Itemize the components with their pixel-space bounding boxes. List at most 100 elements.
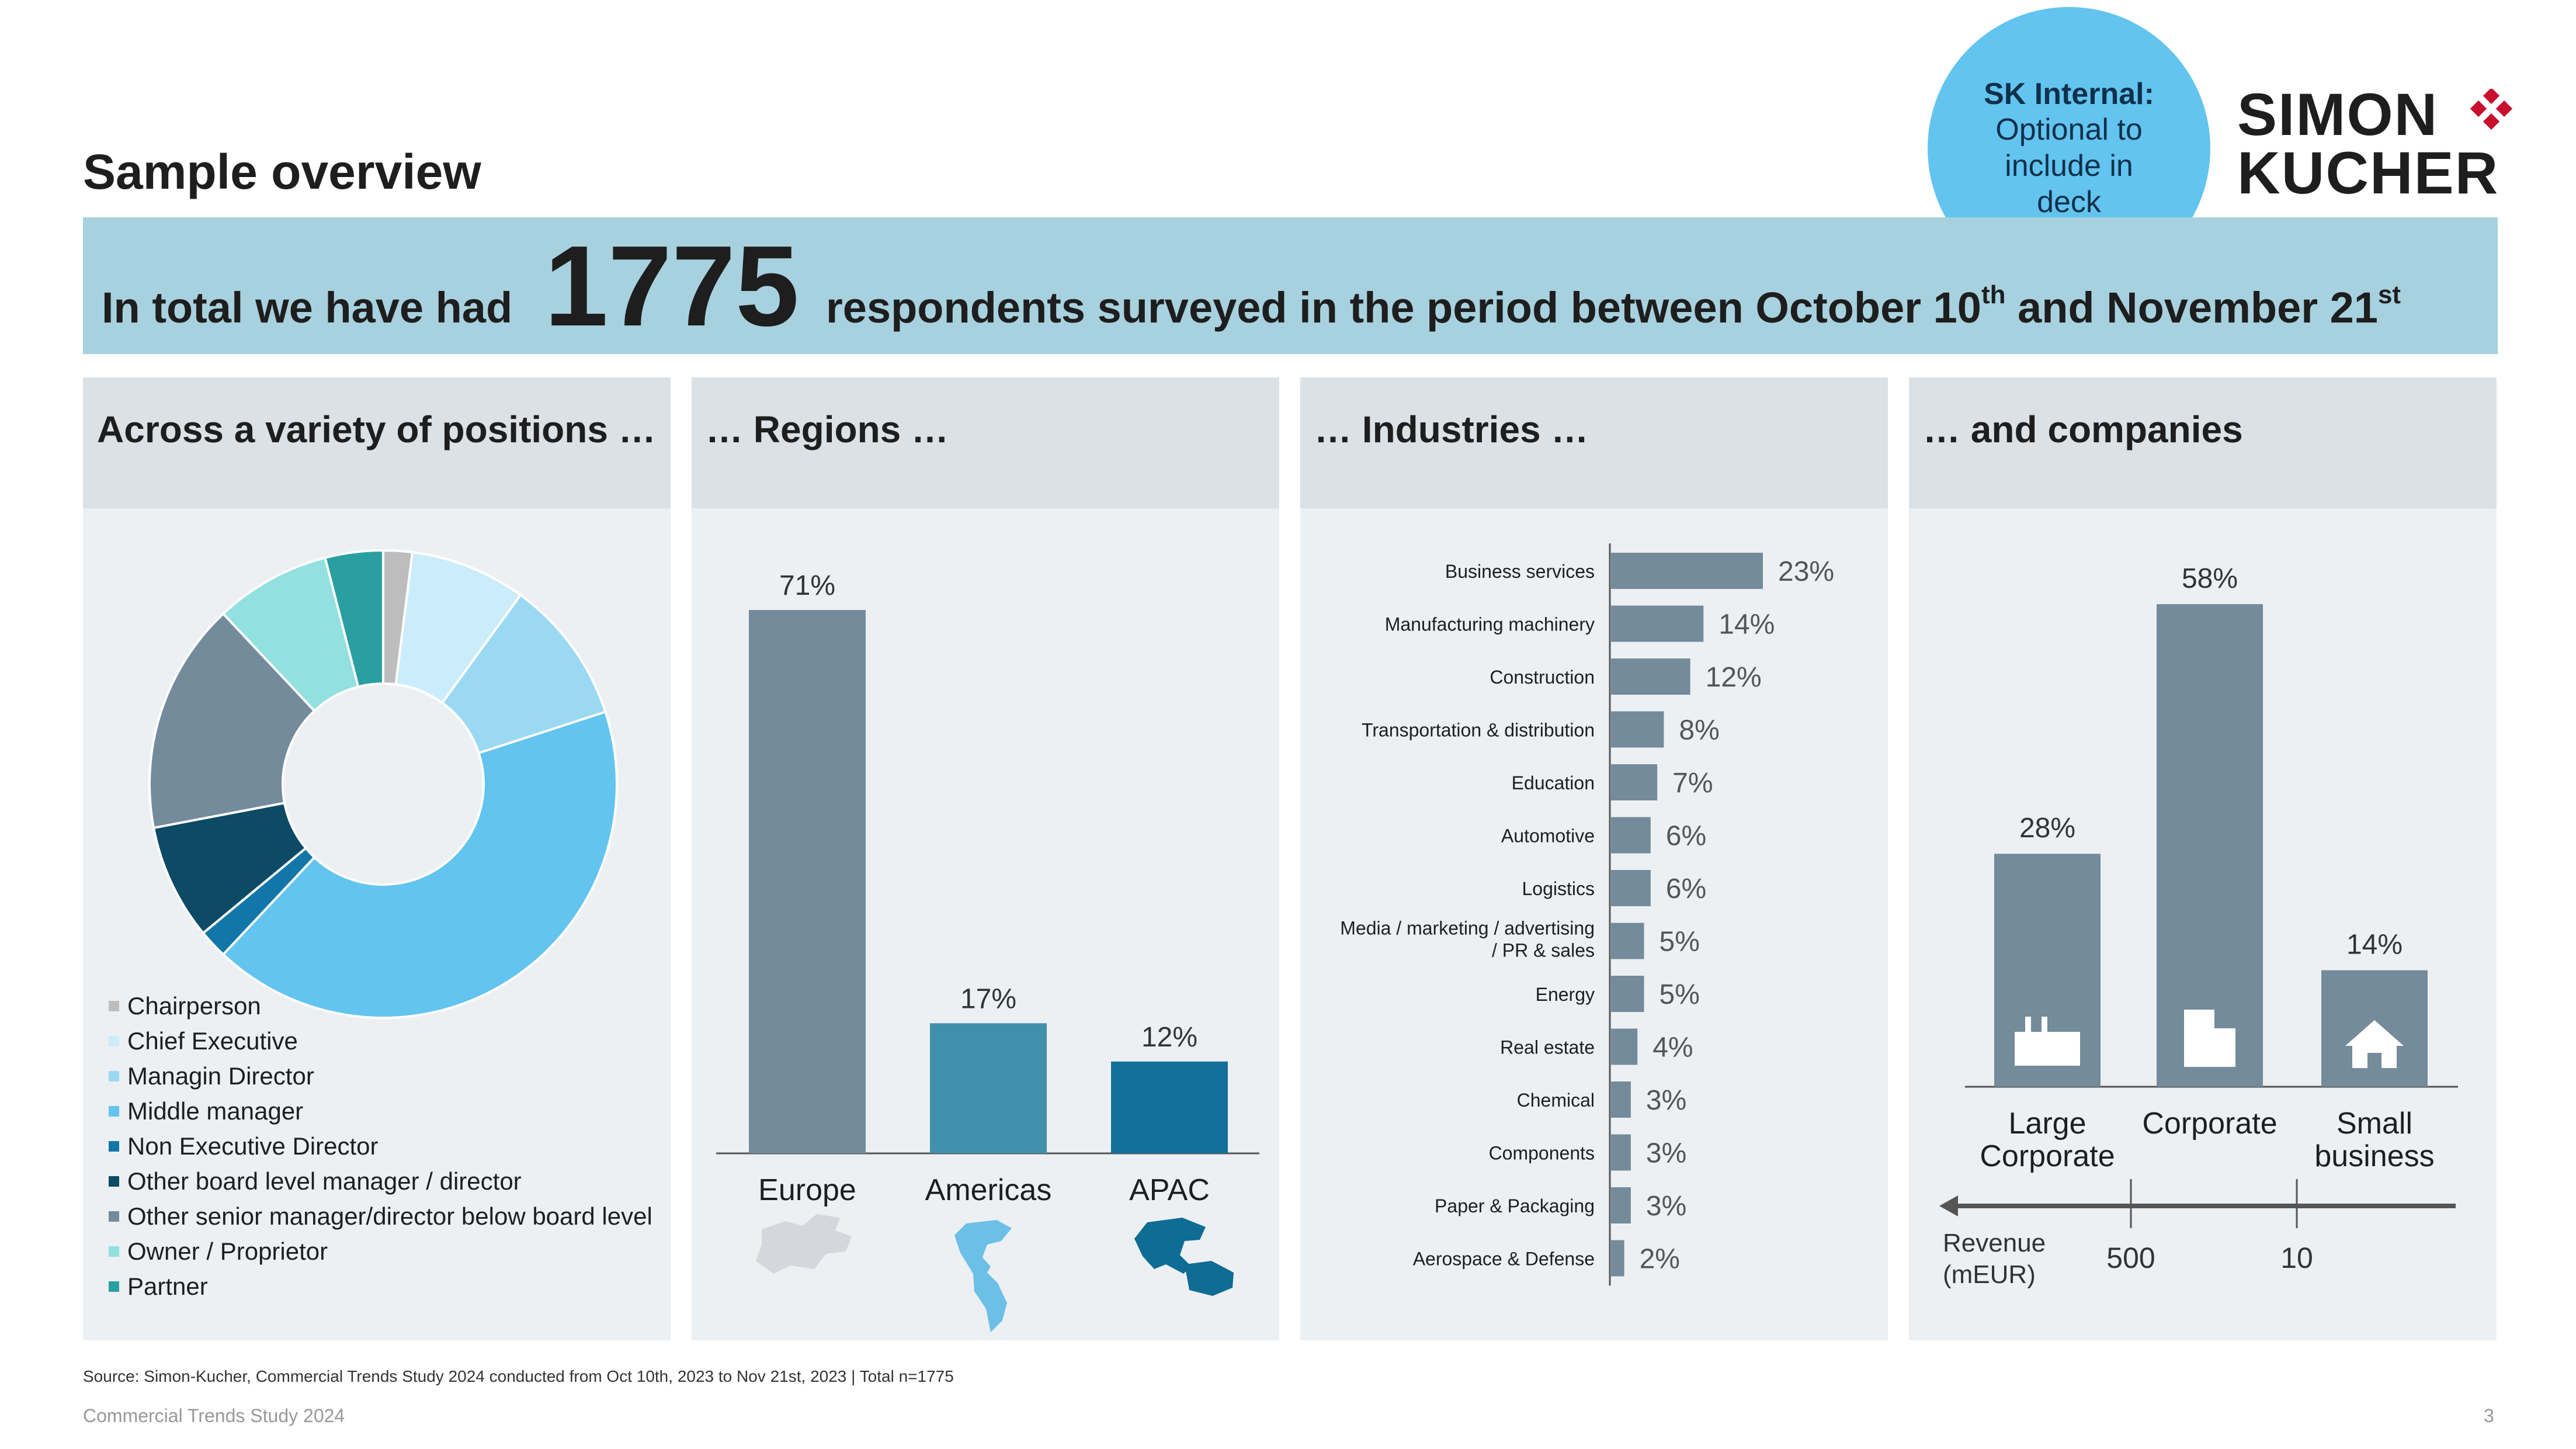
data-label-aerospace-defense: 2%	[1640, 1244, 1680, 1275]
legend-label: Managin Director	[127, 1062, 314, 1090]
banner-text-a: respondents surveyed in the period betwe…	[826, 283, 1981, 332]
legend-item-middle-manager: Middle manager	[109, 1094, 652, 1129]
donut-slice-partner	[324, 549, 384, 688]
legend-label: Middle manager	[127, 1097, 304, 1125]
summary-banner: In total we have had 1775 respondents su…	[83, 217, 2498, 354]
donut-slice-middle-manager	[221, 710, 618, 1019]
legend-item-other-senior-manager-director-below-board-level: Other senior manager/director below boar…	[109, 1199, 652, 1234]
legend-label: Non Executive Director	[127, 1132, 379, 1160]
category-label-construction: Construction	[1490, 667, 1595, 688]
category-label-line-2: Corporate	[1980, 1139, 2115, 1173]
bar-education	[1611, 764, 1658, 800]
legend-item-non-executive-director: Non Executive Director	[109, 1129, 652, 1164]
logo-line-1: SIMON	[2237, 81, 2439, 148]
bar-business-services	[1611, 553, 1763, 589]
bar-paper-packaging	[1611, 1187, 1631, 1223]
category-label-americas: Americas	[925, 1173, 1052, 1207]
footer-text: Commercial Trends Study 2024	[83, 1405, 345, 1426]
europe-map-icon	[756, 1214, 852, 1274]
data-label-large-corporate: 28%	[2019, 813, 2075, 844]
bar-europe	[749, 610, 866, 1153]
building-shape	[2184, 1010, 2235, 1067]
category-label-business-services: Business services	[1445, 561, 1595, 582]
badge-text: Optional to include in deck	[1995, 113, 2143, 219]
category-label-large-corporate: Large Corporate	[1980, 1107, 2115, 1173]
bar-automotive	[1611, 817, 1651, 854]
threshold-label-500: 500	[2106, 1242, 2155, 1274]
companies-heading: … and companies	[1923, 408, 2243, 450]
banner-lead: In total we have had	[102, 283, 513, 332]
legend-item-chief-executive: Chief Executive	[109, 1024, 652, 1059]
data-label-manufacturing-machinery: 14%	[1719, 609, 1775, 640]
regions-panel: … Regions … 71% Europe 17% Americas 12% APAC	[692, 377, 1279, 1340]
companies-panel: … and companies 28% Large Corporate 58% Corp…	[1909, 377, 2497, 1340]
banner-sup-b: st	[2377, 280, 2401, 309]
legend-label: Other senior manager/director below boar…	[127, 1202, 652, 1230]
bar-construction	[1611, 658, 1690, 695]
data-label-energy: 5%	[1660, 979, 1700, 1010]
data-label-media-marketing-advertising-pr-sales: 5%	[1660, 927, 1700, 958]
legend-swatch	[109, 1106, 119, 1117]
revenue-axis-label: Revenue (mEUR)	[1943, 1229, 2046, 1289]
page-title: Sample overview	[83, 144, 481, 199]
category-label-manufacturing-machinery: Manufacturing machinery	[1385, 614, 1595, 635]
legend-label: Chief Executive	[127, 1027, 298, 1055]
page-number: 3	[2484, 1405, 2494, 1426]
legend-label: Chairperson	[127, 992, 261, 1020]
data-label-corporate: 58%	[2182, 563, 2238, 594]
category-label-line-1: Media / marketing / advertising	[1340, 918, 1595, 939]
bar-real-estate	[1611, 1028, 1638, 1065]
positions-panel: Across a variety of positions … Chairper…	[83, 377, 671, 1340]
category-label-education: Education	[1512, 772, 1595, 793]
legend-item-managin-director: Managin Director	[109, 1059, 652, 1094]
legend-item-chairperson: Chairperson	[109, 989, 652, 1024]
legend-swatch	[109, 1281, 119, 1292]
bar-media-marketing-advertising-pr-sales	[1611, 923, 1644, 959]
legend-swatch	[109, 1211, 119, 1222]
respondent-count: 1775	[544, 222, 800, 350]
americas-map-icon	[954, 1220, 1012, 1332]
regions-heading: … Regions …	[706, 408, 949, 450]
donut-slice-other-board-level-manager-director	[152, 801, 308, 935]
revenue-arrow-head	[1939, 1195, 1958, 1216]
legend-item-owner-proprietor: Owner / Proprietor	[109, 1234, 652, 1269]
legend-swatch	[109, 1176, 119, 1187]
house-shape	[2345, 1020, 2404, 1068]
bar-transportation-distribution	[1611, 711, 1664, 748]
legend-swatch	[109, 1001, 119, 1011]
positions-heading: Across a variety of positions …	[97, 408, 656, 450]
category-label-apac: APAC	[1129, 1173, 1210, 1207]
factory-icon	[2015, 1017, 2080, 1066]
category-label-components: Components	[1489, 1143, 1595, 1164]
factory-shape	[2015, 1017, 2080, 1066]
industries-panel: … Industries … 23% Business services 14% Ma…	[1300, 377, 1888, 1340]
data-label-construction: 12%	[1706, 662, 1762, 693]
bar-energy	[1611, 976, 1644, 1012]
legend-label: Other board level manager / director	[127, 1167, 522, 1195]
bar-americas	[930, 1023, 1047, 1153]
donut-slice-managin-director	[440, 593, 607, 755]
industries-heading: … Industries …	[1314, 408, 1589, 450]
bar-apac	[1111, 1061, 1228, 1153]
banner-sup-a: th	[1981, 280, 2006, 309]
industries-bar-chart: 23% Business services 14% Manufacturing mac…	[1340, 543, 1834, 1286]
threshold-label-10: 10	[2280, 1242, 2313, 1274]
bar-components	[1611, 1134, 1631, 1171]
legend-item-partner: Partner	[109, 1269, 652, 1304]
legend-swatch	[109, 1036, 119, 1046]
revenue-axis-label-line-1: Revenue	[1943, 1229, 2046, 1257]
data-label-business-services: 23%	[1778, 556, 1834, 587]
category-label-small-business: Small business	[2314, 1107, 2434, 1173]
data-label-automotive: 6%	[1666, 821, 1706, 852]
americas-shape	[954, 1220, 1012, 1332]
legend-item-other-board-level-manager-director: Other board level manager / director	[109, 1164, 652, 1199]
donut-slice-owner-proprietor	[221, 556, 360, 713]
legend-swatch	[109, 1071, 119, 1081]
positions-donut-chart	[148, 549, 618, 1019]
house-icon	[2345, 1020, 2404, 1068]
category-label-chemical: Chemical	[1517, 1090, 1595, 1111]
europe-shape	[756, 1214, 852, 1274]
data-label-europe: 71%	[779, 570, 835, 601]
badge-title: SK Internal:	[1984, 77, 2154, 111]
